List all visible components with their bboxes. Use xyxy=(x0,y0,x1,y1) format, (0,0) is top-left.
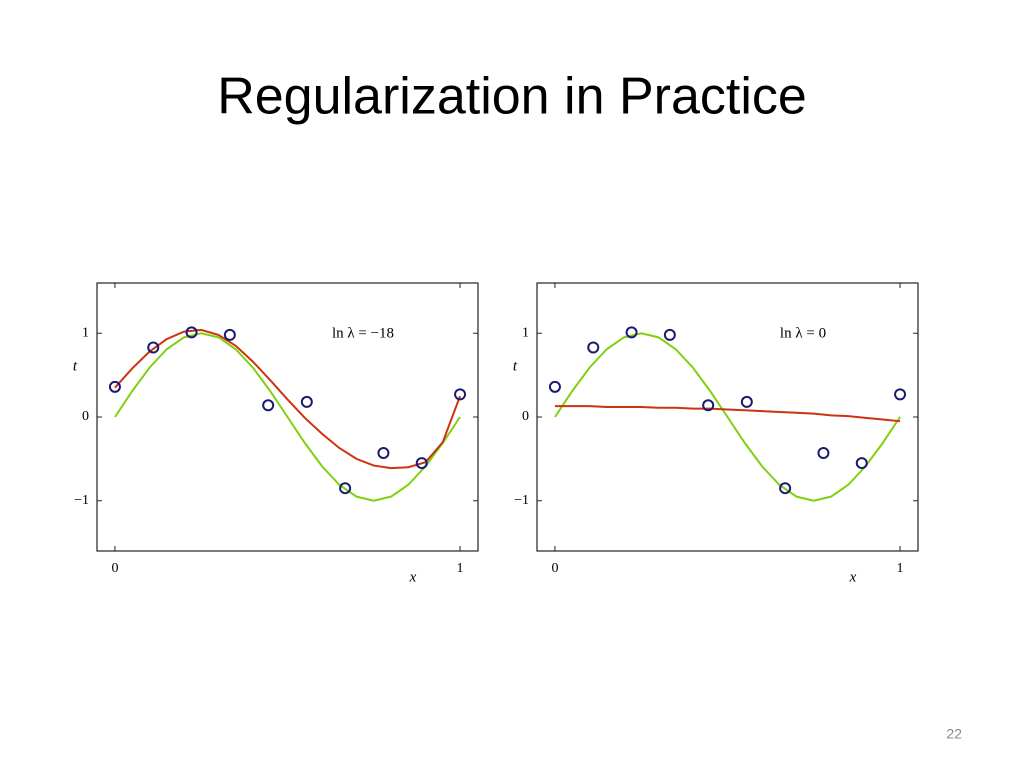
data-point xyxy=(454,388,467,401)
x-tick-label: 0 xyxy=(111,561,118,576)
y-tick-label: 1 xyxy=(522,325,529,340)
x-axis-label: x xyxy=(409,569,417,585)
y-axis-label: t xyxy=(73,358,78,374)
data-point xyxy=(108,380,121,393)
curve xyxy=(554,405,901,423)
data-point xyxy=(817,447,830,460)
x-tick-label: 1 xyxy=(897,561,904,576)
data-point xyxy=(415,457,428,470)
y-tick-label: 0 xyxy=(522,409,529,424)
data-point xyxy=(185,326,198,339)
data-point xyxy=(894,388,907,401)
x-axis-label: x xyxy=(849,569,857,585)
slide-title: Regularization in Practice xyxy=(217,68,807,126)
data-point xyxy=(855,457,868,470)
annotation: ln λ = 0 xyxy=(780,325,826,341)
curve xyxy=(114,332,461,502)
data-point xyxy=(223,328,236,341)
data-point xyxy=(625,326,638,339)
data-point xyxy=(740,395,753,408)
data-point xyxy=(702,399,715,412)
x-tick-label: 1 xyxy=(457,561,464,576)
data-point xyxy=(339,482,352,495)
data-point xyxy=(587,341,600,354)
annotation: ln λ = −18 xyxy=(332,325,394,341)
y-tick-label: 1 xyxy=(82,325,89,340)
x-tick-label: 0 xyxy=(551,561,558,576)
chart: 0 1 −1 0 1 x t ln λ = −18 xyxy=(73,282,479,585)
y-tick-label: −1 xyxy=(74,493,89,508)
y-tick-label: −1 xyxy=(514,493,529,508)
data-point xyxy=(377,447,390,460)
page-number: 22 xyxy=(946,726,962,742)
data-point xyxy=(663,328,676,341)
data-point xyxy=(262,399,275,412)
y-tick-label: 0 xyxy=(82,409,89,424)
chart: 0 1 −1 0 1 x t ln λ = 0 xyxy=(513,282,919,585)
data-point xyxy=(300,395,313,408)
data-point xyxy=(779,482,792,495)
y-axis-label: t xyxy=(513,358,518,374)
data-point xyxy=(548,380,561,393)
curve xyxy=(554,332,901,502)
data-point xyxy=(147,341,160,354)
curve xyxy=(114,328,461,470)
